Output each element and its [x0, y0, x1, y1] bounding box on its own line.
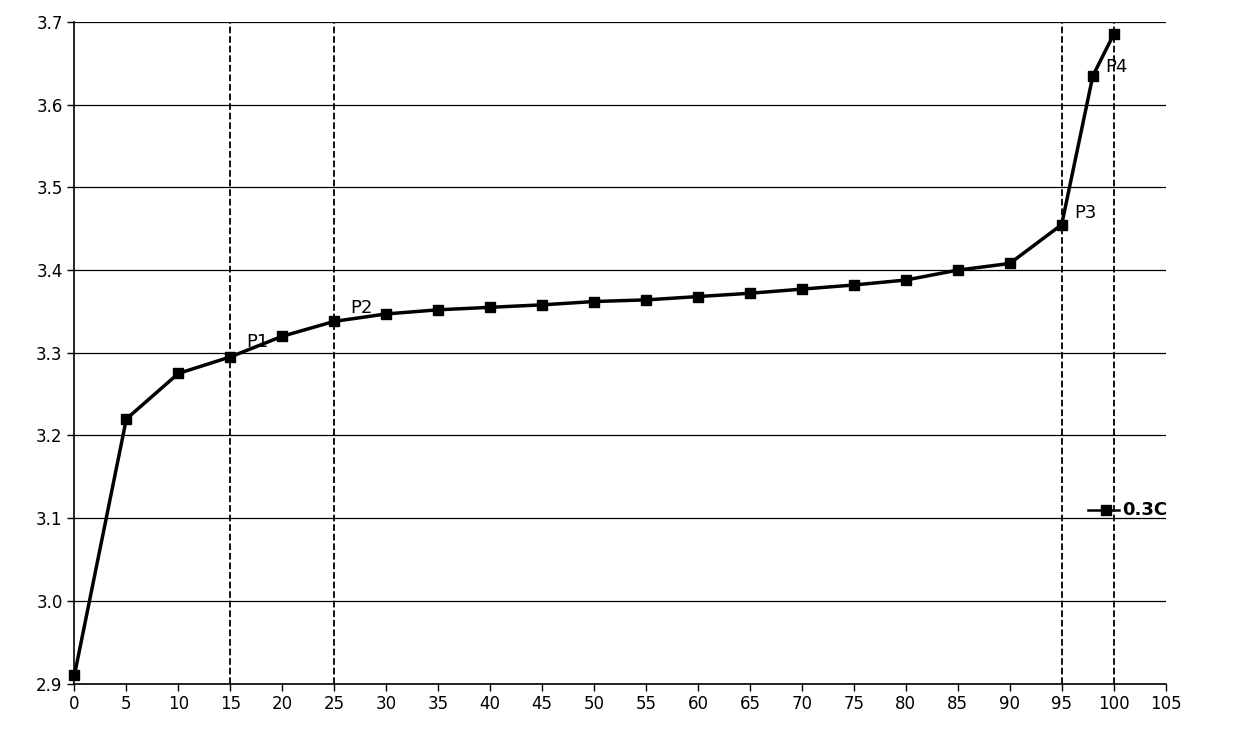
Text: 0.3C: 0.3C — [1122, 501, 1167, 519]
Text: P2: P2 — [350, 299, 372, 317]
Text: P1: P1 — [246, 333, 268, 351]
Text: P4: P4 — [1105, 57, 1127, 76]
Text: P3: P3 — [1074, 204, 1096, 222]
